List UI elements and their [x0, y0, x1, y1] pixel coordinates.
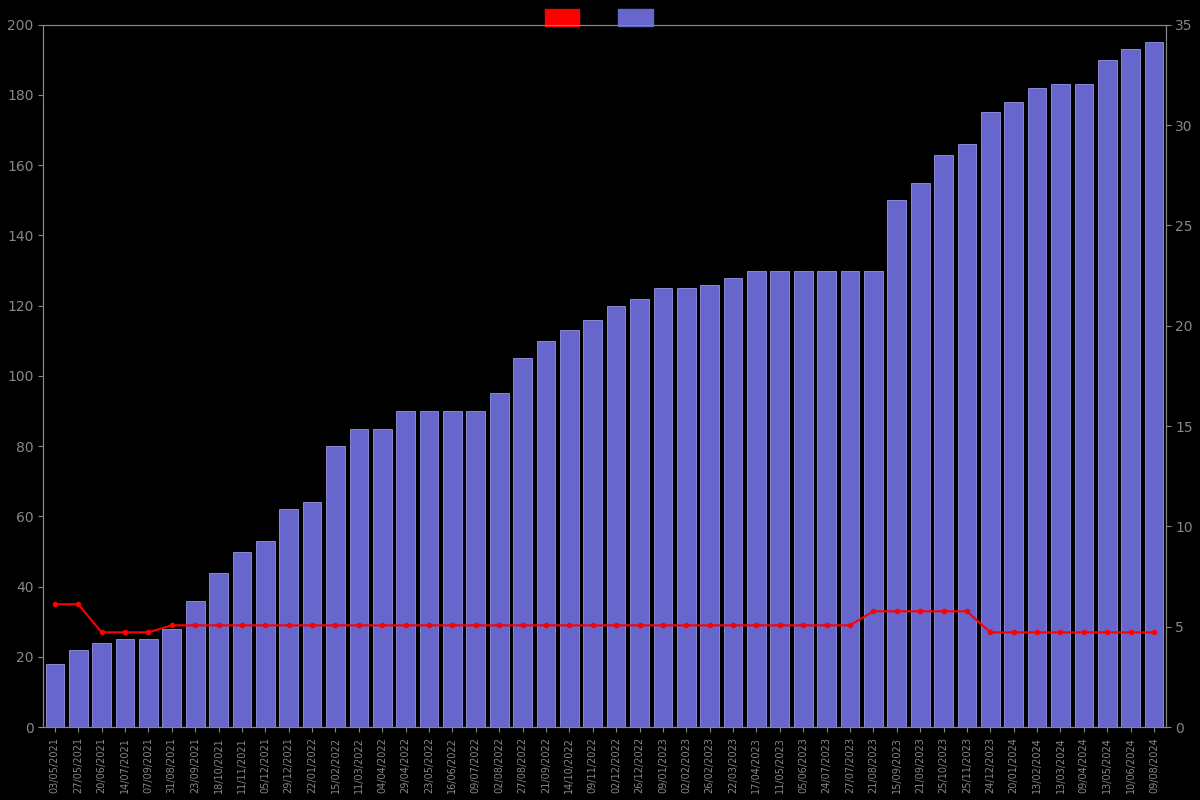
Bar: [115, 639, 134, 727]
Bar: [443, 411, 462, 727]
Bar: [677, 288, 696, 727]
Bar: [536, 341, 556, 727]
Bar: [794, 270, 812, 727]
Bar: [630, 298, 649, 727]
Bar: [770, 270, 790, 727]
Bar: [420, 411, 438, 727]
Bar: [396, 411, 415, 727]
Bar: [1027, 88, 1046, 727]
Bar: [280, 510, 298, 727]
Bar: [980, 113, 1000, 727]
Bar: [1098, 60, 1116, 727]
Bar: [607, 306, 625, 727]
Bar: [1051, 84, 1070, 727]
Bar: [1145, 42, 1163, 727]
Bar: [349, 429, 368, 727]
Bar: [724, 278, 743, 727]
Bar: [654, 288, 672, 727]
Bar: [186, 601, 204, 727]
Bar: [46, 664, 65, 727]
Bar: [911, 182, 930, 727]
Bar: [841, 270, 859, 727]
Bar: [748, 270, 766, 727]
Bar: [162, 629, 181, 727]
Bar: [1074, 84, 1093, 727]
Bar: [92, 643, 110, 727]
Bar: [888, 200, 906, 727]
Bar: [233, 551, 251, 727]
Bar: [373, 429, 391, 727]
Bar: [560, 330, 578, 727]
Legend: , : ,: [539, 3, 670, 31]
Bar: [139, 639, 157, 727]
Bar: [1004, 102, 1024, 727]
Bar: [934, 154, 953, 727]
Bar: [864, 270, 883, 727]
Bar: [68, 650, 88, 727]
Bar: [209, 573, 228, 727]
Bar: [958, 144, 977, 727]
Bar: [490, 394, 509, 727]
Bar: [326, 446, 344, 727]
Bar: [467, 411, 485, 727]
Bar: [817, 270, 836, 727]
Bar: [514, 358, 532, 727]
Bar: [256, 541, 275, 727]
Bar: [1121, 50, 1140, 727]
Bar: [583, 320, 602, 727]
Bar: [302, 502, 322, 727]
Bar: [701, 285, 719, 727]
